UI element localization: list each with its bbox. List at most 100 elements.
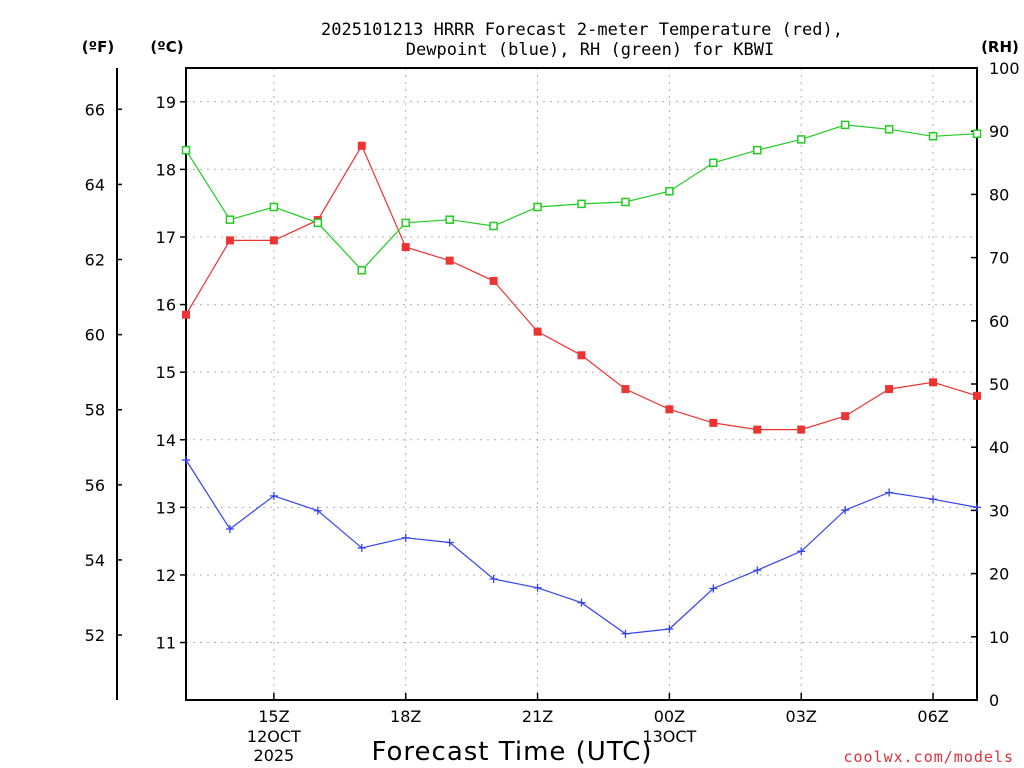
fahrenheit-tick-label: 54 — [85, 551, 105, 570]
data-point — [357, 265, 367, 275]
data-point — [182, 456, 190, 465]
data-point — [269, 491, 278, 500]
year-label: 2025 — [254, 746, 295, 765]
celsius-tick-label: 16 — [156, 296, 176, 315]
data-point — [225, 524, 234, 533]
fahrenheit-axis: 52 54 56 58 60 62 64 66 — [85, 100, 122, 645]
data-point — [533, 202, 542, 212]
time-tick-label: 21Z — [522, 707, 553, 726]
fahrenheit-tick-label: 58 — [85, 401, 105, 420]
source-credit: coolwx.com/models — [843, 748, 1014, 766]
data-point — [928, 132, 938, 141]
data-point — [445, 215, 454, 224]
rh-tick-label: 0 — [989, 691, 999, 710]
rh-tick-label: 90 — [989, 122, 1009, 141]
series-0 — [182, 141, 981, 434]
data-series — [181, 120, 982, 638]
data-point — [709, 584, 718, 593]
data-point — [929, 378, 938, 387]
rh-tick-label: 30 — [989, 501, 1009, 520]
data-point — [225, 236, 234, 245]
data-point — [797, 425, 806, 434]
celsius-unit-label: (ºC) — [150, 38, 183, 56]
chart-title-line1: 2025101213 HRRR Forecast 2-meter Tempera… — [321, 20, 843, 40]
rh-tick-label: 70 — [989, 249, 1009, 268]
data-point — [401, 218, 410, 228]
rh-tick-label: 40 — [989, 438, 1009, 457]
data-point — [225, 215, 235, 224]
data-point — [841, 506, 850, 515]
time-tick-label: 03Z — [786, 707, 817, 726]
rh-tick-label: 60 — [989, 312, 1009, 331]
rh-tick-label: 50 — [989, 375, 1009, 394]
celsius-axis: 11 12 13 14 15 16 17 18 19 — [156, 93, 186, 653]
celsius-tick-label: 14 — [156, 431, 176, 450]
data-point — [313, 218, 323, 228]
fahrenheit-tick-label: 66 — [85, 100, 105, 119]
fahrenheit-tick-label: 52 — [85, 626, 105, 645]
data-point — [665, 625, 674, 634]
data-point — [313, 506, 322, 515]
celsius-tick-label: 18 — [156, 160, 176, 179]
fahrenheit-tick-label: 62 — [85, 251, 105, 270]
data-point — [401, 533, 410, 542]
fahrenheit-tick-label: 56 — [85, 476, 105, 495]
time-tick-label: 00Z — [654, 707, 685, 726]
data-point — [665, 186, 674, 196]
data-point — [709, 158, 718, 168]
x-axis-title: Forecast Time (UTC) — [371, 737, 652, 767]
data-point — [973, 391, 981, 400]
series-line — [185, 144, 978, 431]
data-point — [841, 412, 850, 421]
data-point — [753, 566, 762, 575]
data-point — [269, 202, 279, 212]
data-point — [445, 256, 454, 265]
series-line — [185, 459, 978, 635]
rh-tick-label: 100 — [989, 59, 1020, 78]
data-point — [182, 310, 190, 319]
fahrenheit-tick-label: 64 — [85, 175, 105, 194]
data-point — [972, 129, 982, 138]
date-label: 13OCT — [642, 727, 696, 746]
time-tick-label: 06Z — [917, 707, 948, 726]
data-point — [445, 538, 454, 547]
series-line — [185, 124, 978, 272]
data-point — [489, 575, 498, 584]
data-point — [885, 488, 894, 497]
time-tick-label: 15Z — [258, 707, 289, 726]
time-tick-label: 18Z — [390, 707, 421, 726]
data-point — [577, 598, 586, 607]
data-point — [709, 418, 718, 427]
data-point — [840, 120, 850, 130]
rh-tick-label: 80 — [989, 185, 1009, 204]
data-point — [621, 197, 630, 207]
data-point — [621, 629, 630, 638]
data-point — [357, 543, 366, 552]
chart-title-line2: Dewpoint (blue), RH (green) for KBWI — [406, 40, 774, 60]
series-2 — [181, 120, 982, 275]
data-point — [796, 135, 806, 144]
celsius-tick-label: 17 — [156, 228, 176, 247]
data-point — [929, 495, 938, 504]
data-point — [533, 327, 542, 336]
data-point — [533, 583, 542, 592]
data-point — [884, 125, 894, 134]
data-point — [665, 405, 674, 414]
data-point — [489, 221, 498, 231]
data-point — [181, 145, 191, 155]
celsius-tick-label: 12 — [156, 566, 176, 585]
rh-tick-label: 20 — [989, 565, 1009, 584]
series-1 — [182, 456, 981, 638]
celsius-tick-label: 11 — [156, 634, 176, 653]
data-point — [577, 199, 586, 209]
rh-tick-label: 10 — [989, 628, 1009, 647]
celsius-tick-label: 15 — [156, 363, 176, 382]
data-point — [577, 351, 586, 360]
fahrenheit-unit-label: (ºF) — [82, 38, 114, 56]
rh-unit-label: (RH) — [981, 38, 1019, 56]
data-point — [401, 243, 410, 252]
data-point — [621, 385, 630, 394]
celsius-tick-label: 19 — [156, 93, 176, 112]
